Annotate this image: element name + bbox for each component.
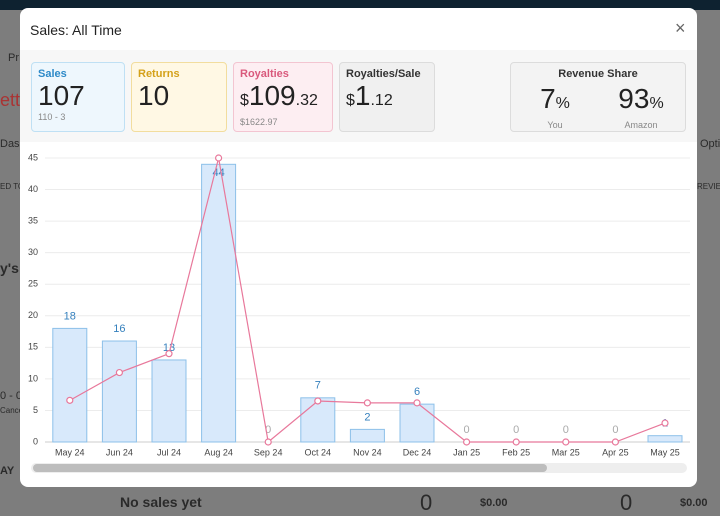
bg-text: $0.00 — [680, 497, 708, 509]
x-tick-label: Jul 24 — [157, 447, 181, 457]
bg-text: No sales yet — [120, 494, 202, 510]
line-point — [215, 154, 223, 162]
value-label: 0 — [612, 424, 618, 436]
card-label: Sales — [38, 68, 67, 80]
card-fraction: .12 — [370, 92, 393, 109]
line-point — [66, 396, 74, 404]
x-tick-label: Jan 25 — [453, 447, 480, 457]
y-tick-label: 45 — [28, 152, 38, 162]
value-label: 16 — [113, 323, 125, 335]
card-label: Returns — [138, 68, 180, 80]
line-point — [115, 368, 124, 377]
y-tick-label: 20 — [28, 310, 38, 320]
line-point — [661, 419, 669, 427]
line-point — [512, 438, 520, 446]
value-label: 0 — [563, 424, 569, 436]
bg-text: REVIEW — [697, 182, 720, 191]
line-point — [314, 397, 322, 405]
y-tick-label: 10 — [28, 373, 38, 383]
value-label: 0 — [513, 424, 519, 436]
line-point — [264, 438, 272, 446]
bar — [349, 428, 385, 443]
share-unit: % — [649, 95, 664, 112]
line-point — [562, 438, 570, 446]
y-tick-label: 40 — [28, 184, 38, 194]
card-label: Royalties/Sale — [346, 68, 421, 80]
share-value: 93 — [618, 83, 650, 114]
bg-text: Pr — [8, 52, 19, 64]
card-label: Royalties — [240, 68, 289, 80]
bg-text: 0 - 0 — [0, 390, 23, 402]
card-value: 107 — [38, 80, 85, 111]
x-tick-label: Nov 24 — [353, 447, 382, 457]
bar — [151, 359, 187, 443]
y-tick-label: 30 — [28, 247, 38, 257]
value-label: 18 — [64, 310, 76, 322]
x-tick-label: Apr 25 — [602, 447, 629, 457]
returns-card: Returns 10 — [131, 62, 227, 132]
x-tick-label: Dec 24 — [403, 447, 432, 457]
bar — [101, 340, 137, 443]
bg-text: $0.00 — [480, 497, 508, 509]
currency: $ — [346, 92, 355, 109]
bar — [300, 397, 336, 443]
bg-text: ED TO — [0, 182, 25, 191]
value-label: 2 — [364, 411, 370, 423]
x-tick-label: Sep 24 — [254, 447, 283, 457]
share-label: Amazon — [624, 120, 658, 130]
line-point — [611, 438, 620, 446]
bar — [52, 327, 88, 443]
sales-card: Sales 107 110 - 3 — [31, 62, 125, 132]
bar — [399, 403, 435, 443]
bg-text: AY — [0, 465, 15, 477]
scroll-thumb[interactable] — [33, 464, 547, 472]
x-tick-label: May 24 — [55, 447, 85, 457]
currency: $ — [240, 92, 249, 109]
share-label: You — [547, 120, 563, 130]
card-label: Revenue Share — [558, 68, 638, 80]
y-tick-label: 35 — [28, 215, 38, 225]
line-point — [165, 350, 173, 358]
x-tick-label: Jun 24 — [106, 447, 133, 457]
close-button[interactable]: × — [675, 18, 686, 38]
line-point — [463, 438, 471, 446]
line-point — [413, 399, 421, 407]
card-sub: $1622.97 — [240, 117, 278, 127]
bar — [647, 435, 683, 443]
value-label: 6 — [414, 386, 420, 398]
x-tick-label: Mar 25 — [552, 447, 580, 457]
bg-text: Cance — [0, 406, 24, 415]
y-tick-label: 0 — [33, 436, 38, 446]
line-point — [363, 399, 371, 407]
royalties-per-sale-card: Royalties/Sale $1.12 — [339, 62, 435, 132]
value-label: 0 — [265, 424, 271, 436]
value-label: 7 — [315, 380, 321, 392]
card-value: 1 — [354, 80, 371, 111]
x-tick-label: Feb 25 — [502, 447, 530, 457]
bar — [201, 163, 237, 443]
card-sub: 110 - 3 — [38, 112, 66, 122]
value-label: 0 — [464, 424, 470, 436]
y-tick-label: 25 — [28, 279, 38, 289]
bg-text: Opti — [700, 138, 720, 150]
top-bar — [0, 0, 720, 10]
x-tick-label: May 25 — [650, 447, 680, 457]
x-tick-label: Aug 24 — [204, 447, 233, 457]
modal: Sales: All Time × Sales 107 110 - 3 Retu… — [20, 8, 697, 487]
x-tick-label: Oct 24 — [305, 447, 332, 457]
value-label: 13 — [163, 342, 175, 354]
card-value: 10 — [138, 80, 170, 111]
card-fraction: .32 — [295, 92, 318, 109]
share-unit: % — [555, 95, 570, 112]
y-tick-label: 15 — [28, 342, 38, 352]
modal-title: Sales: All Time — [30, 22, 122, 38]
y-tick-label: 5 — [33, 405, 38, 415]
revenue-share-card: Revenue Share 7% You 93% Amazon — [510, 62, 686, 132]
share-value: 7 — [540, 83, 556, 114]
royalties-card: Royalties $109.32 $1622.97 — [233, 62, 333, 132]
card-value: 109 — [248, 80, 296, 111]
